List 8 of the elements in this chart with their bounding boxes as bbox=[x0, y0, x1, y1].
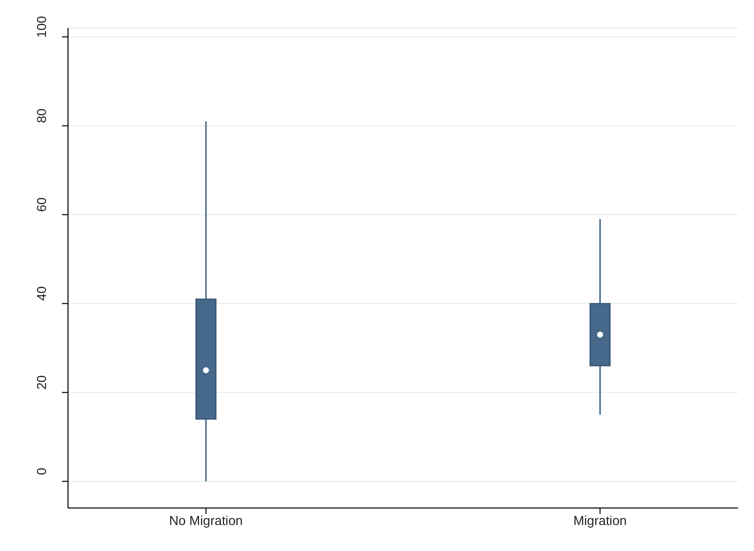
y-tick-label: 0 bbox=[34, 468, 49, 475]
y-tick-label: 100 bbox=[34, 16, 49, 38]
y-tick-label: 20 bbox=[34, 375, 49, 390]
y-tick-label: 60 bbox=[34, 197, 49, 212]
y-tick-label: 80 bbox=[34, 108, 49, 124]
x-tick-label: Migration bbox=[573, 513, 627, 528]
y-tick-label: 40 bbox=[34, 286, 49, 301]
x-tick-label: No Migration bbox=[169, 513, 243, 528]
